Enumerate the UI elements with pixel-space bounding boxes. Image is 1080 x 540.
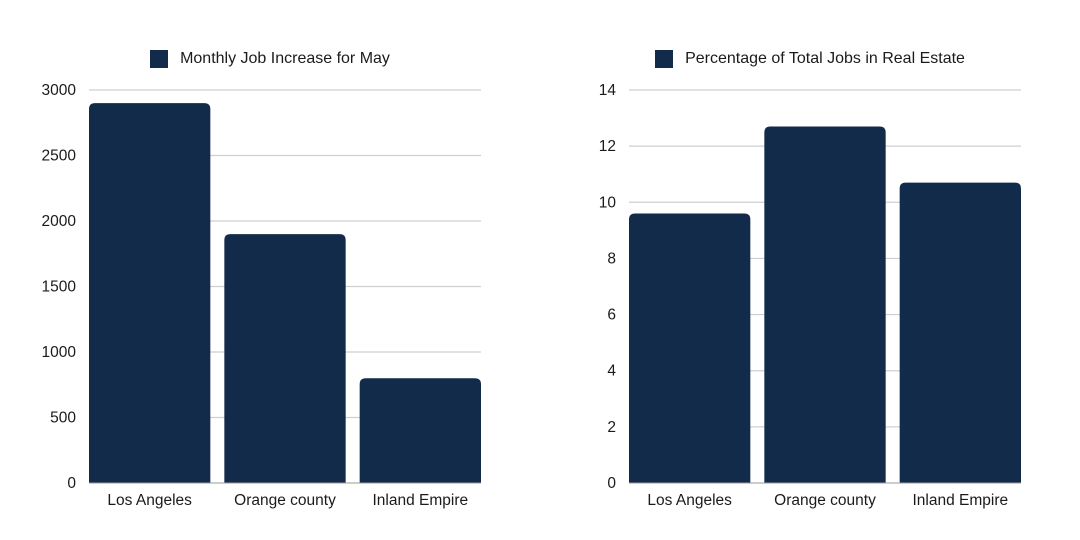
x-tick-label: Orange county [774,492,876,509]
y-tick-label: 8 [607,250,616,267]
bar-inland-empire [899,182,1021,483]
bar-los-angeles [629,213,751,483]
y-tick-label: 0 [607,475,616,492]
x-tick-label: Inland Empire [373,492,469,509]
y-tick-label: 1000 [42,344,77,361]
y-tick-label: 6 [607,307,616,324]
bar-orange-county [224,234,346,483]
y-tick-label: 4 [607,363,616,380]
y-tick-label: 10 [599,194,617,211]
y-tick-label: 1500 [42,279,77,296]
legend-label: Monthly Job Increase for May [180,50,390,67]
y-tick-label: 2 [607,419,616,436]
legend-label: Percentage of Total Jobs in Real Estate [685,50,965,67]
bar-orange-county [764,126,886,483]
x-tick-label: Inland Empire [913,492,1009,509]
y-tick-label: 3000 [42,82,77,99]
legend: Percentage of Total Jobs in Real Estate [540,48,1080,70]
x-tick-label: Los Angeles [107,492,192,509]
y-tick-label: 12 [599,138,616,155]
legend-swatch [150,50,169,68]
bar-chart-svg: 0 2 4 6 8 10 12 14 Los Angeles Orange county Inlan… [599,82,1021,509]
bar-los-angeles [89,103,211,483]
y-tick-label: 500 [50,410,76,427]
legend: Monthly Job Increase for May [0,48,540,70]
legend-swatch [655,50,674,68]
chart-job-increase: Monthly Job Increase for May 0 500 1000 150… [0,48,540,509]
y-tick-label: 2500 [42,148,77,165]
chart-real-estate-percentage: Percentage of Total Jobs in Real Estate … [540,0,1080,540]
y-tick-label: 14 [599,82,617,99]
bar-inland-empire [359,378,481,483]
y-tick-label: 0 [67,475,76,492]
bar-chart-svg: 0 500 1000 1500 2000 2500 3000 Los Angeles Orang… [42,82,481,509]
x-tick-label: Los Angeles [647,492,732,509]
y-tick-label: 2000 [42,213,77,230]
x-tick-label: Orange county [234,492,336,509]
